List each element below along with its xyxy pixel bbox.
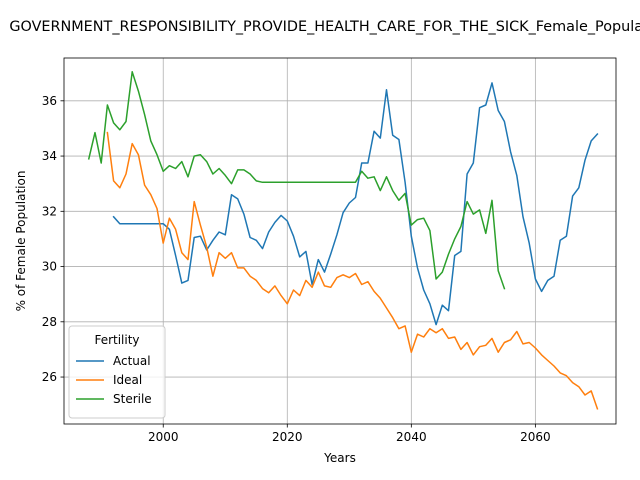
- y-tick-label: 26: [42, 370, 57, 384]
- series-lines: [87, 71, 599, 410]
- axis-ticks: 2000 2020 2040 2060 26 28 30 32 34 36: [42, 94, 551, 444]
- series-line-ideal: [106, 131, 599, 410]
- y-tick-label: 32: [42, 204, 57, 218]
- legend-box: [68, 325, 166, 419]
- plot-frame: [63, 57, 617, 425]
- y-tick-label: 36: [42, 94, 57, 108]
- legend-label-sterile: Sterile: [113, 392, 152, 406]
- y-tick-label: 30: [42, 260, 57, 274]
- legend-label-ideal: Ideal: [113, 373, 142, 387]
- y-tick-label: 28: [42, 315, 57, 329]
- y-axis-label: % of Female Population: [14, 171, 28, 312]
- chart-title: GOVERNMENT_RESPONSIBILITY_PROVIDE_HEALTH…: [9, 19, 640, 35]
- x-tick-label: 2000: [148, 430, 179, 444]
- series-line-sterile: [87, 71, 506, 290]
- legend-label-actual: Actual: [113, 354, 151, 368]
- x-tick-label: 2060: [520, 430, 551, 444]
- x-tick-label: 2040: [396, 430, 427, 444]
- legend-entries: Actual Ideal Sterile: [76, 354, 152, 406]
- x-tick-label: 2020: [272, 430, 303, 444]
- y-tick-label: 34: [42, 149, 57, 163]
- legend: Fertility Actual Ideal Sterile: [68, 325, 166, 419]
- series-line-actual: [112, 82, 599, 326]
- legend-title: Fertility: [94, 333, 139, 347]
- x-axis-label: Years: [323, 451, 356, 465]
- grid: [64, 58, 616, 424]
